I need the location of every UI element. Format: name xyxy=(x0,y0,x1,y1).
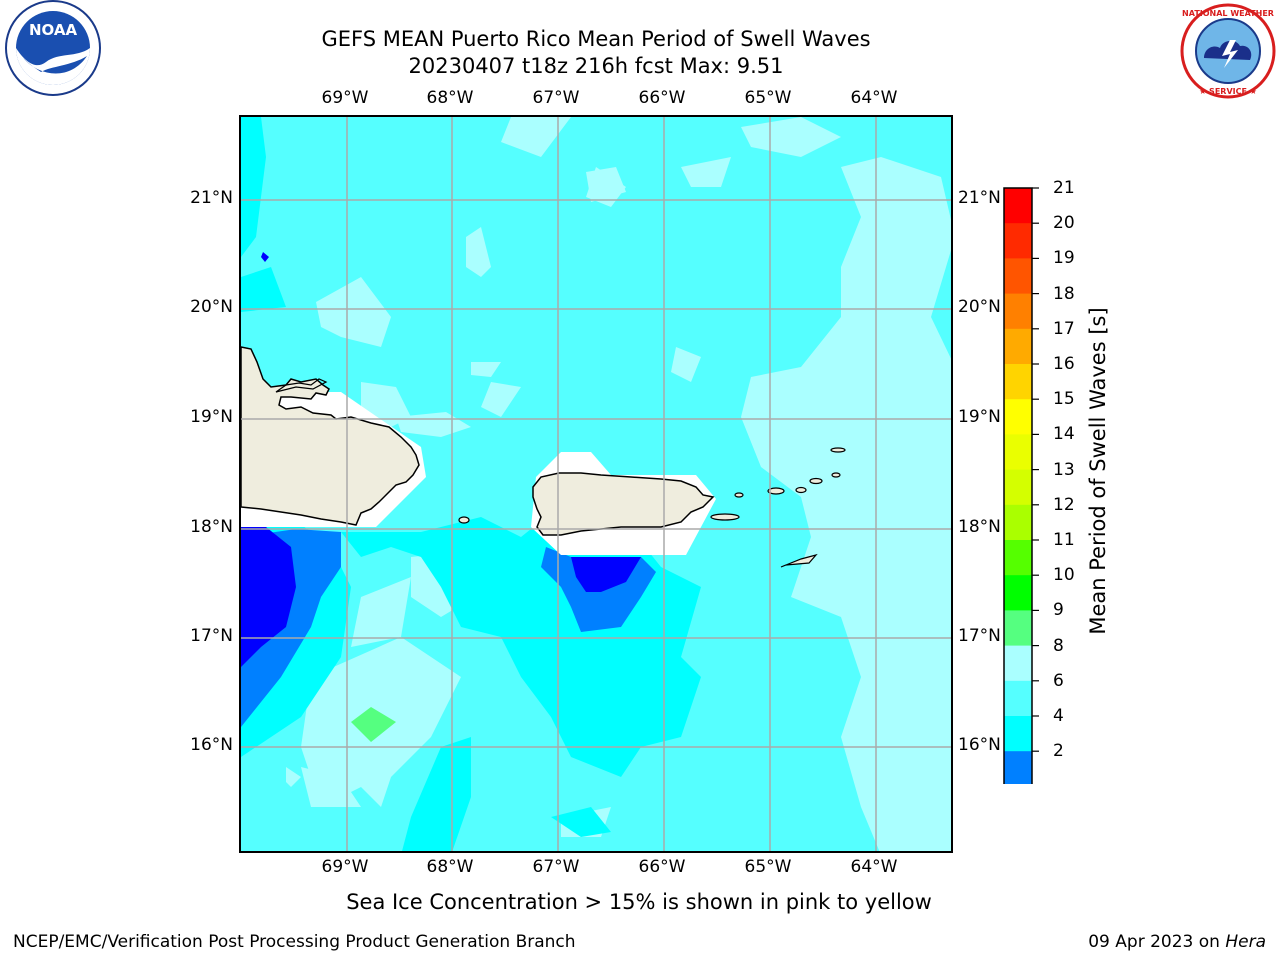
colorbar-graphic xyxy=(1002,187,1039,817)
lat-tick-right: 21°N xyxy=(958,188,1001,208)
svg-text:★ SERVICE ★: ★ SERVICE ★ xyxy=(1199,87,1257,96)
svg-text:NATIONAL WEATHER: NATIONAL WEATHER xyxy=(1182,9,1274,18)
lat-tick-right: 18°N xyxy=(958,517,1001,537)
colorbar-segment xyxy=(1004,645,1032,682)
lon-tick-top: 69°W xyxy=(321,88,369,108)
footer-date: 09 Apr 2023 on Hera xyxy=(1088,932,1266,952)
colorbar-tick-label: 19 xyxy=(1053,248,1075,269)
colorbar-segment xyxy=(1004,575,1032,611)
colorbar-segment xyxy=(1004,610,1032,647)
lat-tick-left: 20°N xyxy=(190,297,233,317)
map-title: GEFS MEAN Puerto Rico Mean Period of Swe… xyxy=(321,27,871,51)
map-panel xyxy=(239,115,953,853)
colorbar-tick-label: 13 xyxy=(1053,459,1075,480)
colorbar-title: Mean Period of Swell Waves [s] xyxy=(1086,307,1110,635)
colorbar-tick-label: 9 xyxy=(1053,600,1064,621)
colorbar-segment xyxy=(1004,469,1032,506)
nws-logo-icon: NATIONAL WEATHER ★ SERVICE ★ xyxy=(1178,2,1278,104)
colorbar-tick-label: 10 xyxy=(1053,565,1075,586)
lat-tick-left: 18°N xyxy=(190,517,233,537)
lat-tick-left: 17°N xyxy=(190,626,233,646)
map-subtitle: 20230407 t18z 216h fcst Max: 9.51 xyxy=(408,54,784,78)
swell-field-below-2 xyxy=(241,252,641,667)
colorbar-tick-label: 4 xyxy=(1053,706,1064,726)
colorbar-tick-label: 16 xyxy=(1053,354,1075,374)
lon-tick-top: 65°W xyxy=(744,88,792,108)
colorbar-tick-label: 17 xyxy=(1053,318,1075,339)
colorbar-segment xyxy=(1004,188,1032,224)
lon-tick-bottom: 64°W xyxy=(850,857,898,877)
lon-tick-top: 67°W xyxy=(532,88,580,108)
colorbar-segment xyxy=(1004,223,1032,259)
colorbar-tick-label: 12 xyxy=(1053,494,1075,515)
lon-tick-bottom: 69°W xyxy=(321,857,369,877)
swell-field-9-10 xyxy=(351,707,396,742)
lon-tick-bottom: 65°W xyxy=(744,857,792,877)
colorbar-segment xyxy=(1004,293,1032,330)
lon-tick-top: 66°W xyxy=(638,88,686,108)
coastline-detail xyxy=(275,378,328,393)
lat-tick-left: 21°N xyxy=(190,188,233,208)
colorbar-segment xyxy=(1004,540,1032,576)
lat-tick-left: 16°N xyxy=(190,735,233,755)
sea-ice-note: Sea Ice Concentration > 15% is shown in … xyxy=(346,890,932,914)
colorbar-segment xyxy=(1004,434,1032,471)
lat-tick-right: 16°N xyxy=(958,735,1001,755)
lon-tick-bottom: 66°W xyxy=(638,857,686,877)
hispaniola-land xyxy=(241,346,420,526)
lat-tick-left: 19°N xyxy=(190,407,233,427)
footer-machine: Hera xyxy=(1225,932,1266,952)
colorbar-segment xyxy=(1004,716,1032,752)
lat-tick-right: 17°N xyxy=(958,626,1001,646)
colorbar-tick-label: 2 xyxy=(1053,741,1064,762)
colorbar-tick-label: 18 xyxy=(1053,283,1075,304)
colorbar xyxy=(980,180,1050,817)
colorbar-tick-label: 6 xyxy=(1053,670,1064,691)
colorbar-segment xyxy=(1004,328,1032,365)
lat-tick-right: 20°N xyxy=(958,297,1001,317)
colorbar-tick-label: 15 xyxy=(1053,389,1075,410)
lat-tick-right: 19°N xyxy=(958,407,1001,427)
map-canvas xyxy=(241,117,951,851)
colorbar-segment xyxy=(1004,258,1032,295)
colorbar-tick-label: 20 xyxy=(1053,213,1075,234)
colorbar-tick-label: 14 xyxy=(1053,424,1075,445)
map-grid xyxy=(241,117,951,851)
lon-tick-top: 68°W xyxy=(426,88,474,108)
colorbar-segment xyxy=(1004,680,1032,717)
noaa-logo-icon: NOAA xyxy=(1,0,105,104)
colorbar-tick-label: 11 xyxy=(1053,530,1075,550)
lon-tick-top: 64°W xyxy=(850,88,898,108)
colorbar-segment xyxy=(1004,399,1032,435)
colorbar-segment xyxy=(1004,504,1032,541)
lon-tick-bottom: 67°W xyxy=(532,857,580,877)
colorbar-tick-label: 8 xyxy=(1053,635,1064,656)
colorbar-tick-label: 21 xyxy=(1053,178,1075,198)
lon-tick-bottom: 68°W xyxy=(426,857,474,877)
colorbar-segment xyxy=(1004,364,1032,400)
small-islands xyxy=(458,447,846,568)
colorbar-segment xyxy=(1004,751,1032,787)
footer-credit: NCEP/EMC/Verification Post Processing Pr… xyxy=(13,932,576,952)
svg-text:NOAA: NOAA xyxy=(29,21,78,39)
